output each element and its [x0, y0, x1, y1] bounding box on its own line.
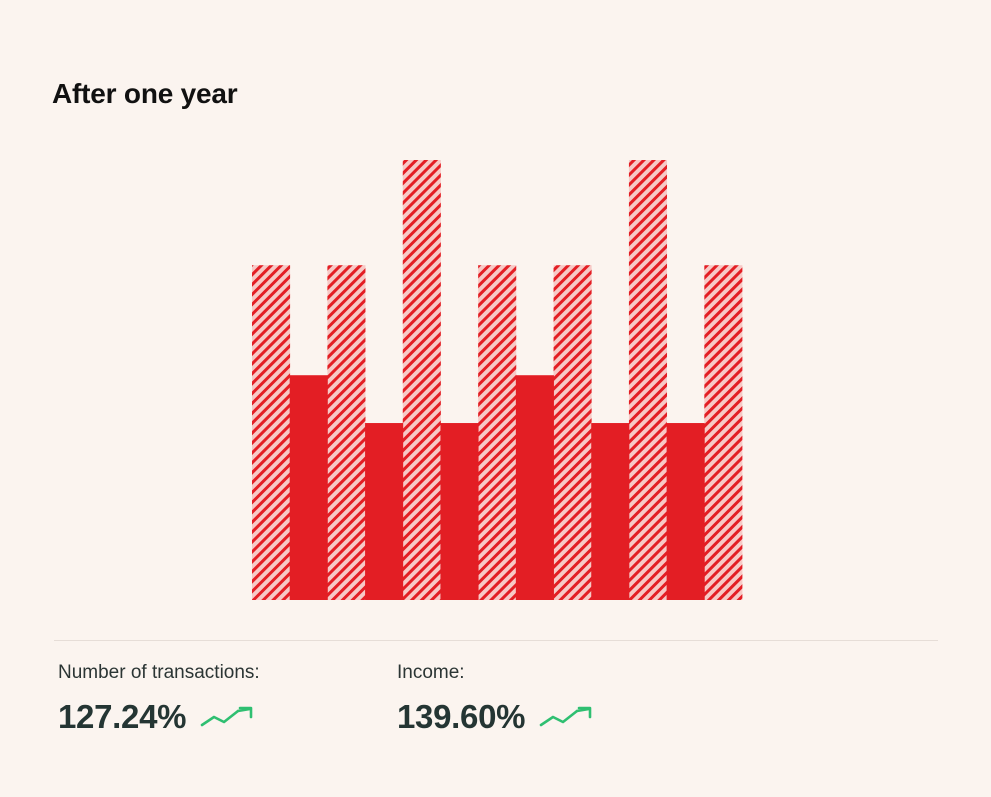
- hatched-bar-3: [327, 265, 366, 600]
- chart-title: After one year: [52, 78, 238, 109]
- bar-chart: [252, 160, 743, 600]
- hatched-bar-5: [402, 160, 441, 600]
- stat-transactions-label: Number of transactions:: [58, 662, 260, 683]
- stat-income: Income: 139.60%: [397, 662, 593, 736]
- solid-bar-6: [440, 423, 479, 600]
- solid-bar-8: [515, 375, 554, 600]
- hatched-bar-13: [704, 265, 743, 600]
- bars-group: [252, 160, 743, 600]
- stat-income-value: 139.60%: [397, 698, 526, 735]
- divider: [54, 640, 938, 641]
- hatched-bar-9: [553, 265, 592, 600]
- stat-transactions: Number of transactions: 127.24%: [58, 662, 260, 736]
- solid-bar-12: [666, 423, 705, 600]
- hatched-bar-1: [252, 265, 291, 600]
- hatched-bar-7: [478, 265, 517, 600]
- stat-income-label: Income:: [397, 662, 465, 683]
- trend-up-icon: [539, 705, 593, 729]
- solid-bar-2: [289, 375, 328, 600]
- hatched-bar-11: [628, 160, 668, 600]
- trend-up-icon: [200, 705, 254, 729]
- stat-transactions-value: 127.24%: [58, 698, 187, 735]
- solid-bar-10: [591, 423, 630, 600]
- solid-bar-4: [365, 423, 404, 600]
